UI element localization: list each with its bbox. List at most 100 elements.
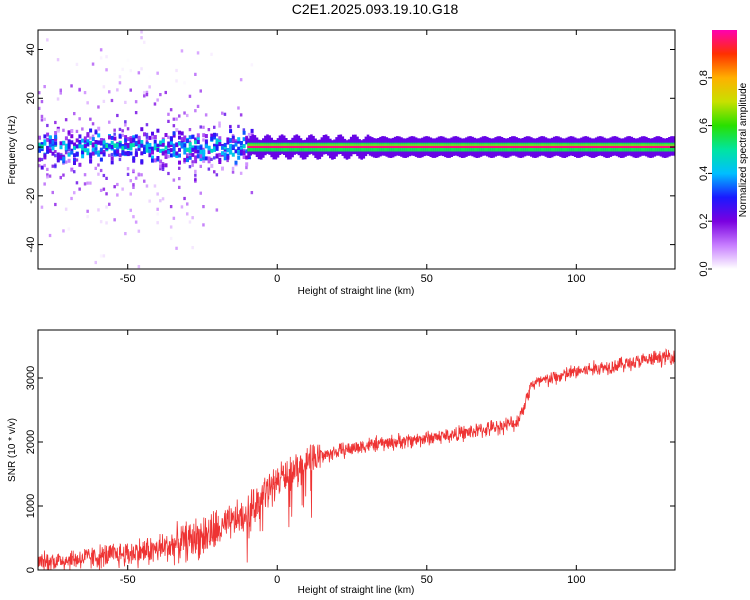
heatmap-cell xyxy=(159,167,162,171)
heatmap-cell xyxy=(46,132,50,137)
heatmap-cell xyxy=(202,125,205,129)
heatmap-cell xyxy=(75,158,79,162)
heatmap-cell xyxy=(186,212,189,216)
heatmap-cell xyxy=(116,147,120,152)
heatmap-cell xyxy=(172,150,176,155)
heatmap-cell xyxy=(110,160,114,165)
heatmap-cell xyxy=(183,135,187,140)
heatmap-cell xyxy=(148,85,151,89)
heatmap-cell xyxy=(59,145,63,150)
heatmap-cell xyxy=(231,138,235,143)
heatmap-cell xyxy=(51,164,54,168)
heatmap-cell xyxy=(124,135,128,140)
heatmap-cell xyxy=(202,152,206,157)
heatmap-cell xyxy=(188,149,192,154)
heatmap-cell xyxy=(143,90,146,95)
heatmap-cell xyxy=(242,155,246,159)
heatmap-cell xyxy=(159,159,163,164)
heatmap-cell xyxy=(64,118,68,122)
heatmap-cell xyxy=(183,138,186,142)
heatmap-cell xyxy=(245,137,249,142)
heatmap-cell xyxy=(62,128,65,132)
heatmap-cell xyxy=(234,149,238,154)
heatmap-cell xyxy=(40,118,44,122)
heatmap-cell xyxy=(164,153,168,158)
heatmap-cell xyxy=(148,135,152,140)
heatmap-cell xyxy=(167,135,170,139)
heatmap-cell xyxy=(134,176,138,180)
heatmap-cell xyxy=(97,126,101,131)
heatmap-cell xyxy=(215,146,219,151)
heatmap-cell xyxy=(199,157,203,162)
heatmap-cell xyxy=(59,88,62,92)
heatmap-cell xyxy=(97,208,100,212)
heatmap-cell xyxy=(89,157,93,162)
heatmap-cell xyxy=(218,160,222,164)
heatmap-cell xyxy=(229,129,233,134)
colorbar-tick-label: 0.0 xyxy=(698,261,710,276)
heatmap-cell xyxy=(84,280,87,283)
heatmap-cell xyxy=(46,167,49,171)
heatmap-cell xyxy=(91,122,95,126)
heatmap-cell xyxy=(102,187,106,191)
heatmap-cell xyxy=(137,71,141,75)
heatmap-cell xyxy=(191,216,194,220)
heatmap-panel: -50 0 50 100 -40 -20 0 20 40 Height of straight… xyxy=(7,29,676,297)
y-tick-label: 3000 xyxy=(25,366,37,390)
heatmap-cell xyxy=(231,144,235,149)
colorbar: 0.0 0.2 0.4 0.6 0.8 Normalized spectral ampl… xyxy=(698,30,749,277)
heatmap-cell xyxy=(51,143,55,148)
heatmap-cell xyxy=(202,205,205,209)
heatmap-cell xyxy=(62,33,65,37)
heatmap-cell xyxy=(118,75,122,79)
heatmap-cell xyxy=(186,113,189,118)
heatmap-cell xyxy=(78,162,82,167)
heatmap-cell xyxy=(78,139,82,144)
heatmap-cell xyxy=(134,220,138,224)
heatmap-cell xyxy=(183,111,186,115)
heatmap-cell xyxy=(250,128,254,133)
heatmap-cell xyxy=(172,178,176,182)
heatmap-cell xyxy=(202,149,206,154)
heatmap-cell xyxy=(194,140,198,145)
heatmap-cell xyxy=(239,113,243,117)
heatmap-cell xyxy=(64,136,68,141)
heatmap-cell xyxy=(204,144,208,149)
heatmap-cell xyxy=(56,97,60,101)
colorbar-tick-label: 0.6 xyxy=(698,118,710,133)
heatmap-cell xyxy=(218,124,221,128)
heatmap-cell xyxy=(151,146,154,151)
heatmap-cell xyxy=(223,142,227,147)
heatmap-cell xyxy=(86,151,90,156)
heatmap-cell xyxy=(48,139,52,144)
heatmap-cell xyxy=(215,144,219,149)
heatmap-cell xyxy=(213,132,216,137)
heatmap-cell xyxy=(132,215,135,219)
heatmap-cell xyxy=(178,135,181,140)
heatmap-cell xyxy=(137,229,141,233)
heatmap-cell xyxy=(194,109,197,113)
heatmap-cell xyxy=(143,94,146,98)
heatmap-cell xyxy=(239,78,243,82)
heatmap-cell xyxy=(83,173,87,177)
heatmap-cell xyxy=(242,130,246,135)
heatmap-cell xyxy=(116,149,120,154)
colorbar-swatch xyxy=(712,30,737,269)
heatmap-cell xyxy=(48,174,52,178)
heatmap-cell xyxy=(38,106,41,110)
heatmap-cell xyxy=(239,171,243,175)
heatmap-cell xyxy=(110,156,114,161)
heatmap-cell xyxy=(194,173,197,177)
heatmap-cell xyxy=(124,138,128,143)
heatmap-cell xyxy=(207,159,211,164)
heatmap-cell xyxy=(172,216,176,220)
heatmap-cell xyxy=(126,152,130,157)
heatmap-cell xyxy=(105,192,108,196)
y-tick-label: 0 xyxy=(25,567,37,573)
heatmap-cell xyxy=(113,185,116,189)
heatmap-cell xyxy=(188,151,192,156)
heatmap-cell xyxy=(140,143,144,148)
heatmap-cell xyxy=(124,100,127,104)
heatmap-cell xyxy=(145,90,149,94)
heatmap-cell xyxy=(169,140,173,145)
